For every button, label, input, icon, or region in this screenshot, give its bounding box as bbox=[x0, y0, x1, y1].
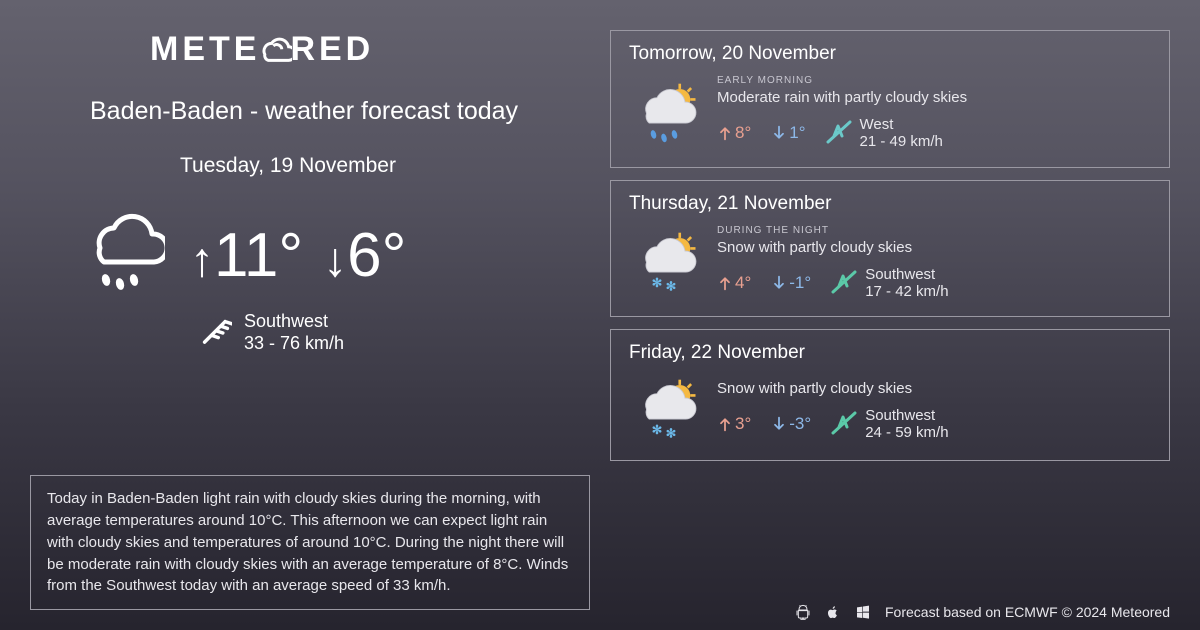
sun-rain-icon bbox=[629, 78, 699, 148]
wind-barb-icon bbox=[200, 317, 232, 349]
today-date: Tuesday, 19 November bbox=[180, 154, 590, 178]
android-icon bbox=[795, 604, 811, 620]
forecast-high: 3° bbox=[717, 414, 751, 434]
forecast-date: Thursday, 21 November bbox=[629, 193, 1151, 215]
forecast-description: Today in Baden-Baden light rain with clo… bbox=[30, 475, 590, 610]
forecast-low: 1° bbox=[771, 123, 805, 143]
forecast-card[interactable]: Friday, 22 November Snow with partly clo… bbox=[610, 329, 1170, 461]
high-temp: ↑11° bbox=[190, 220, 303, 291]
today-summary: ↑11° ↓6° bbox=[70, 208, 590, 303]
forecast-period: DURING THE NIGHT bbox=[717, 225, 1151, 236]
windows-icon bbox=[855, 604, 871, 620]
forecast-high: 4° bbox=[717, 273, 751, 293]
sun-snow-icon bbox=[629, 227, 699, 297]
low-temp: ↓6° bbox=[323, 220, 406, 291]
rain-cloud-icon bbox=[70, 208, 165, 303]
sun-snow-icon bbox=[629, 374, 699, 444]
forecast-high: 8° bbox=[717, 123, 751, 143]
brand-logo: METERED bbox=[150, 30, 590, 69]
wind-direction: Southwest bbox=[244, 311, 344, 333]
forecast-card[interactable]: Tomorrow, 20 November EARLY MORNING Mode… bbox=[610, 30, 1170, 168]
forecast-low: -1° bbox=[771, 273, 811, 293]
logo-cloud-icon bbox=[258, 34, 292, 68]
footer-text: Forecast based on ECMWF © 2024 Meteored bbox=[885, 604, 1170, 620]
forecast-date: Friday, 22 November bbox=[629, 342, 1151, 364]
today-temps: ↑11° ↓6° bbox=[190, 220, 406, 291]
forecast-condition: Snow with partly cloudy skies bbox=[717, 239, 1151, 256]
forecast-low: -3° bbox=[771, 414, 811, 434]
forecast-list: Tomorrow, 20 November EARLY MORNING Mode… bbox=[610, 30, 1170, 610]
forecast-wind: Southwest24 - 59 km/h bbox=[831, 407, 948, 442]
wind-flag-icon bbox=[831, 411, 857, 437]
forecast-card[interactable]: Thursday, 21 November DURING THE NIGHT S… bbox=[610, 180, 1170, 318]
wind-flag-icon bbox=[831, 270, 857, 296]
wind-speed: 33 - 76 km/h bbox=[244, 333, 344, 355]
page-title: Baden-Baden - weather forecast today bbox=[90, 97, 590, 126]
forecast-wind: Southwest17 - 42 km/h bbox=[831, 266, 948, 301]
forecast-condition: Snow with partly cloudy skies bbox=[717, 380, 1151, 397]
forecast-date: Tomorrow, 20 November bbox=[629, 43, 1151, 65]
today-wind: Southwest 33 - 76 km/h bbox=[200, 311, 590, 354]
footer: Forecast based on ECMWF © 2024 Meteored bbox=[795, 604, 1170, 620]
forecast-condition: Moderate rain with partly cloudy skies bbox=[717, 89, 1151, 106]
forecast-wind: West21 - 49 km/h bbox=[826, 116, 943, 151]
apple-icon bbox=[825, 604, 841, 620]
wind-flag-icon bbox=[826, 120, 852, 146]
forecast-period: EARLY MORNING bbox=[717, 75, 1151, 86]
